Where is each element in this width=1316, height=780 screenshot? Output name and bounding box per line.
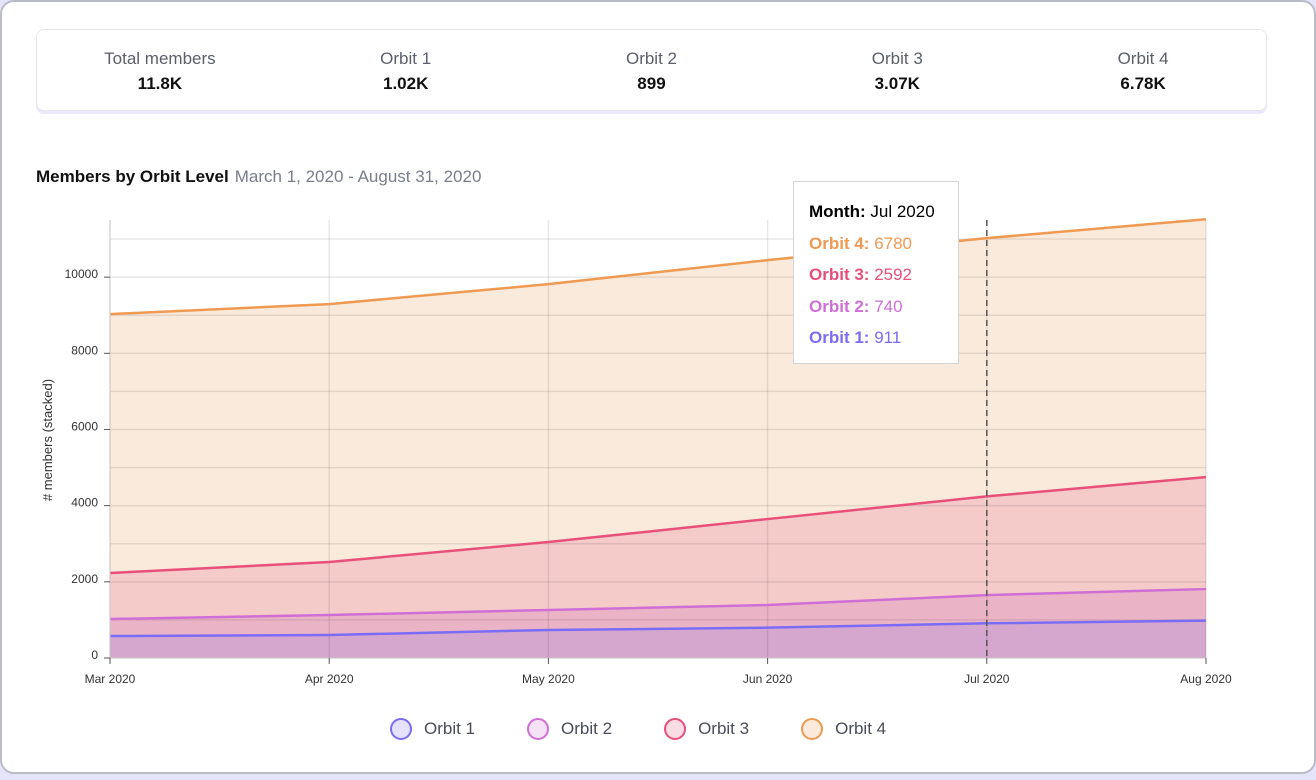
- chart-heading: Members by Orbit Level March 1, 2020 - Au…: [36, 167, 481, 187]
- stat-orbit-2: Orbit 2 899: [529, 30, 775, 110]
- y-tick-label: 2000: [71, 572, 98, 586]
- y-tick-label: 10000: [65, 267, 99, 281]
- stat-label: Total members: [104, 49, 216, 68]
- legend-label: Orbit 4: [835, 719, 887, 738]
- tooltip-row-orbit-2: Orbit 2: 740: [809, 297, 958, 329]
- tooltip-row-value: 2592: [874, 265, 913, 284]
- legend-swatch-icon: [664, 718, 687, 740]
- line-orbit-3: [109, 475, 1207, 575]
- legend-item-orbit-3[interactable]: Orbit 3: [664, 718, 749, 740]
- stat-total-members: Total members 11.8K: [37, 30, 283, 110]
- stat-orbit-4: Orbit 4 6.78K: [1020, 30, 1266, 110]
- stats-bar: Total members 11.8K Orbit 1 1.02K Orbit 2 8…: [36, 29, 1267, 111]
- line-orbit-4: [109, 217, 1207, 316]
- x-tick-label: Jun 2020: [743, 672, 793, 686]
- tooltip-row-value: 740: [874, 296, 903, 316]
- tooltip-month-label: Month:: [809, 202, 866, 221]
- legend-swatch-icon: [801, 718, 824, 740]
- stat-label: Orbit 1: [380, 49, 432, 68]
- chart-date-range: March 1, 2020 - August 31, 2020: [234, 167, 482, 186]
- stat-value: 899: [637, 74, 666, 93]
- stat-label: Orbit 2: [625, 49, 677, 68]
- y-tick-label: 8000: [71, 343, 98, 357]
- stat-value: 6.78K: [1120, 74, 1166, 93]
- x-tick-label: Jul 2020: [964, 672, 1010, 686]
- tooltip-row-orbit-1: Orbit 1: 911: [809, 328, 958, 360]
- tooltip-row-label: Orbit 4:: [809, 233, 870, 253]
- legend-item-orbit-4[interactable]: Orbit 4: [801, 718, 886, 740]
- line-orbit-2: [109, 587, 1207, 621]
- stat-label: Orbit 3: [871, 49, 923, 68]
- legend-swatch-icon: [390, 718, 412, 740]
- tooltip-row-orbit-3: Orbit 3: 2592: [809, 265, 958, 297]
- legend-item-orbit-1[interactable]: Orbit 1: [390, 718, 475, 740]
- stat-label: Orbit 4: [1117, 49, 1169, 68]
- tooltip-row-label: Orbit 3:: [809, 265, 870, 284]
- stat-value: 3.07K: [874, 74, 920, 93]
- tooltip-row-value: 6780: [874, 233, 913, 253]
- y-axis-label: # members (stacked): [40, 379, 55, 501]
- legend-item-orbit-2[interactable]: Orbit 2: [527, 718, 612, 740]
- tooltip-month: Month: Jul 2020: [809, 202, 958, 234]
- legend-label: Orbit 3: [698, 719, 750, 738]
- chart-tooltip: Month: Jul 2020 Orbit 4: 6780 Orbit 3: 2…: [793, 181, 959, 364]
- chart-legend: Orbit 1 Orbit 2 Orbit 3 Orbit 4: [390, 718, 938, 740]
- tooltip-row-value: 911: [874, 328, 902, 347]
- x-tick-label: Mar 2020: [85, 672, 136, 686]
- x-tick-label: May 2020: [522, 672, 575, 686]
- x-tick-label: Apr 2020: [305, 672, 354, 686]
- stat-orbit-3: Orbit 3 3.07K: [774, 30, 1020, 110]
- stat-value: 1.02K: [383, 74, 429, 93]
- legend-label: Orbit 1: [424, 719, 476, 738]
- y-tick-label: 4000: [71, 496, 98, 510]
- legend-label: Orbit 2: [561, 719, 613, 738]
- tooltip-row-orbit-4: Orbit 4: 6780: [809, 234, 958, 266]
- y-tick-label: 6000: [71, 419, 98, 433]
- line-orbit-1: [109, 619, 1207, 638]
- legend-swatch-icon: [527, 718, 550, 740]
- chart-title: Members by Orbit Level: [36, 167, 229, 186]
- tooltip-row-label: Orbit 2:: [809, 296, 870, 316]
- stat-value: 11.8K: [137, 74, 183, 93]
- stat-orbit-1: Orbit 1 1.02K: [283, 30, 529, 110]
- x-tick-label: Aug 2020: [1180, 672, 1232, 686]
- tooltip-month-value: Jul 2020: [870, 202, 935, 221]
- tooltip-row-label: Orbit 1:: [809, 328, 870, 347]
- y-tick-label: 0: [91, 648, 98, 662]
- area-orbit-1: [110, 620, 1206, 658]
